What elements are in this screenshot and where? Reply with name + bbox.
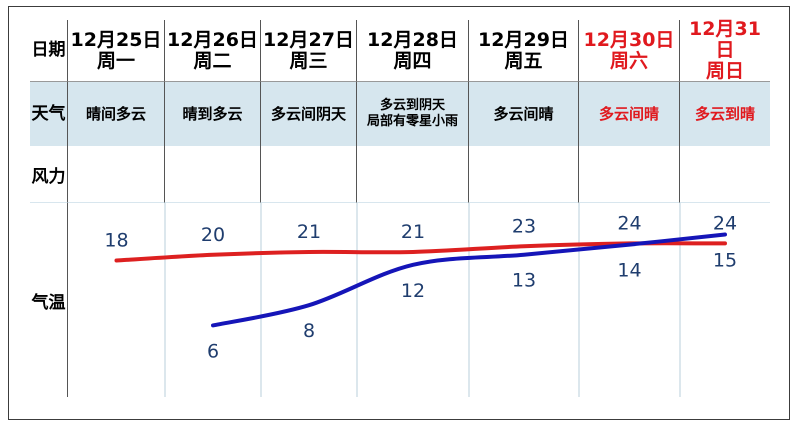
high-temp-label: 20 <box>201 224 225 246</box>
day-header-2: 12月26日 周二 <box>165 20 261 82</box>
high-temp-label: 24 <box>713 212 737 234</box>
wind-cell-1 <box>68 146 165 203</box>
weather-cell-5: 多云间晴 <box>469 82 579 146</box>
date-text: 12月30日 <box>583 28 675 51</box>
low-temp-label: 15 <box>713 250 737 272</box>
weekday-text: 周二 <box>193 49 232 72</box>
weather-cell-3: 多云间阴天 <box>261 82 357 146</box>
weekday-text: 周五 <box>504 49 543 72</box>
date-text: 12月29日 <box>478 28 569 51</box>
wind-cell-3 <box>261 146 357 203</box>
low-temp-label: 6 <box>207 340 219 362</box>
row-label-temp: 气温 <box>30 203 68 397</box>
wind-cell-7 <box>680 146 770 203</box>
day-header-7: 12月31日 周日 <box>680 18 770 82</box>
temperature-chart: 18 20 21 21 23 24 24 6 8 12 13 14 15 <box>104 203 737 397</box>
temperature-row: 气温 18 20 21 21 23 24 24 6 8 12 13 14 15 <box>30 203 770 397</box>
weekday-text: 周四 <box>393 49 432 72</box>
low-temp-line <box>211 232 727 328</box>
weekday-text: 周一 <box>96 49 135 72</box>
weather-cell-1: 晴间多云 <box>68 82 165 146</box>
high-temp-label: 21 <box>401 221 425 243</box>
low-temp-label: 14 <box>617 260 641 282</box>
low-temp-label: 8 <box>303 320 315 342</box>
wind-cell-4 <box>357 146 469 203</box>
day-header-1: 12月25日 周一 <box>68 20 165 82</box>
low-temp-label: 13 <box>512 270 536 292</box>
weekday-text: 周六 <box>609 49 648 72</box>
date-text: 12月25日 <box>70 28 162 51</box>
date-text: 12月31日 <box>689 18 761 61</box>
wind-cell-5 <box>469 146 579 203</box>
high-temp-label: 23 <box>512 215 536 237</box>
weekday-text: 周日 <box>705 60 744 82</box>
wind-cell-2 <box>165 146 261 203</box>
day-header-4: 12月28日 周四 <box>357 20 469 82</box>
day-header-6: 12月30日 周六 <box>579 20 680 82</box>
row-label-date: 日期 <box>30 20 68 82</box>
row-label-wind: 风力 <box>30 146 68 203</box>
day-header-3: 12月27日 周三 <box>261 20 357 82</box>
high-temp-label: 18 <box>104 230 128 252</box>
weekday-text: 周三 <box>289 49 328 72</box>
wind-cell-6 <box>579 146 680 203</box>
weather-cell-4: 多云到阴天 局部有零星小雨 <box>357 82 469 146</box>
forecast-table: 日期 12月25日 周一 12月26日 周二 12月27日 周三 12月28日 周四 1… <box>30 18 770 397</box>
row-label-weather: 天气 <box>30 82 68 146</box>
high-temp-label: 21 <box>297 221 321 243</box>
low-temp-label: 12 <box>401 280 425 302</box>
day-header-5: 12月29日 周五 <box>469 20 579 82</box>
weather-cell-2: 晴到多云 <box>165 82 261 146</box>
weather-cell-6: 多云间晴 <box>579 82 680 146</box>
date-text: 12月27日 <box>263 28 354 51</box>
date-text: 12月28日 <box>367 28 458 51</box>
date-text: 12月26日 <box>167 28 258 51</box>
high-temp-label: 24 <box>617 212 641 234</box>
weather-cell-7: 多云到晴 <box>680 82 770 146</box>
